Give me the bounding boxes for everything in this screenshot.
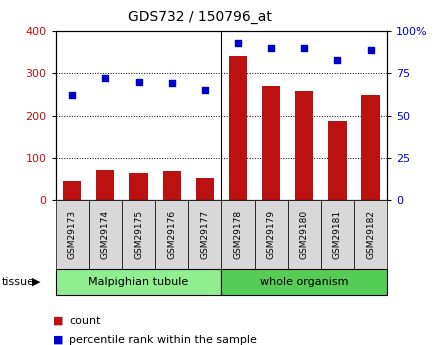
Text: GSM29179: GSM29179 [267, 210, 275, 259]
Text: ■: ■ [53, 335, 64, 345]
Bar [229, 57, 247, 200]
Text: ▶: ▶ [32, 277, 40, 287]
Text: count: count [69, 316, 101, 326]
Bar [162, 171, 181, 200]
Point [168, 81, 175, 86]
Point [102, 76, 109, 81]
Text: GSM29174: GSM29174 [101, 210, 110, 259]
Text: whole organism: whole organism [260, 277, 348, 287]
Point [135, 79, 142, 85]
Text: GSM29181: GSM29181 [333, 210, 342, 259]
Text: tissue: tissue [2, 277, 35, 287]
Bar [262, 86, 280, 200]
Text: GSM29182: GSM29182 [366, 210, 375, 259]
Text: ■: ■ [53, 316, 64, 326]
Bar [295, 91, 313, 200]
Bar [96, 170, 114, 200]
Bar [63, 181, 81, 200]
Point [301, 45, 308, 51]
Text: GSM29180: GSM29180 [300, 210, 309, 259]
Text: Malpighian tubule: Malpighian tubule [89, 277, 189, 287]
Text: GSM29176: GSM29176 [167, 210, 176, 259]
Point [235, 40, 242, 46]
Bar [328, 121, 347, 200]
Point [69, 92, 76, 98]
Text: GDS732 / 150796_at: GDS732 / 150796_at [128, 10, 272, 24]
Bar [361, 95, 380, 200]
Text: GSM29178: GSM29178 [234, 210, 243, 259]
Point [334, 57, 341, 62]
Point [201, 87, 208, 93]
Text: percentile rank within the sample: percentile rank within the sample [69, 335, 257, 345]
Bar [196, 178, 214, 200]
Text: GSM29175: GSM29175 [134, 210, 143, 259]
Point [267, 45, 275, 51]
Text: GSM29177: GSM29177 [200, 210, 209, 259]
Point [367, 47, 374, 52]
Bar [129, 174, 148, 200]
Text: GSM29173: GSM29173 [68, 210, 77, 259]
